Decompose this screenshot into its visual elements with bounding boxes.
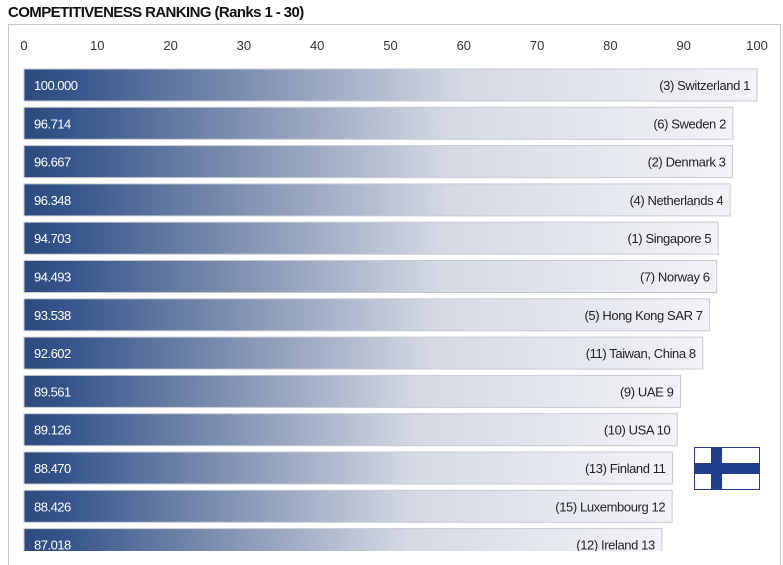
- x-tick-label: 70: [530, 38, 544, 53]
- bar: [23, 528, 663, 551]
- x-tick-label: 100: [746, 38, 768, 53]
- x-tick-label: 10: [90, 38, 104, 53]
- x-tick-label: 60: [457, 38, 471, 53]
- x-tick-label: 30: [237, 38, 251, 53]
- bar-category-label: (5) Hong Kong SAR 7: [584, 308, 702, 323]
- bar-value-label: 89.561: [34, 384, 71, 399]
- bar: [23, 451, 673, 485]
- x-tick-label: 90: [676, 38, 690, 53]
- bar: [23, 298, 711, 332]
- bar: [23, 68, 758, 102]
- bar-category-label: (12) Ireland 13: [576, 538, 655, 551]
- bar-value-label: 94.703: [34, 231, 71, 246]
- ranking-bar-chart: 0 10 20 30 40 50 60 70 80 90 100 100.000 (3) Switze…: [20, 38, 768, 551]
- bar-value-label: 96.348: [34, 193, 71, 208]
- x-tick-label: 50: [383, 38, 397, 53]
- bar-category-label: (1) Singapore 5: [628, 231, 712, 246]
- bar-category-label: (13) Finland 11: [585, 461, 666, 476]
- x-tick-label: 20: [163, 38, 177, 53]
- chart-title: COMPETITIVENESS RANKING (Ranks 1 - 30): [8, 4, 304, 21]
- bar: [23, 374, 681, 408]
- bar: [23, 260, 718, 293]
- bar-category-label: (11) Taiwan, China 8: [586, 346, 696, 361]
- x-tick-label: 40: [310, 38, 324, 53]
- bar-value-label: 93.538: [34, 308, 71, 323]
- bar-value-label: 96.667: [34, 155, 71, 170]
- x-tick-label: 0: [20, 38, 27, 53]
- bar-value-label: 87.018: [34, 538, 71, 551]
- bar-category-label: (7) Norway 6: [640, 270, 710, 285]
- bar-value-label: 88.470: [34, 461, 71, 476]
- bar-value-label: 89.126: [34, 423, 71, 438]
- bar-category-label: (9) UAE 9: [620, 384, 674, 399]
- bar: [23, 413, 678, 447]
- bar-value-label: 94.493: [34, 270, 71, 285]
- x-tick-label: 80: [603, 38, 617, 53]
- bar-category-label: (2) Denmark 3: [648, 155, 726, 170]
- bar: [23, 221, 719, 255]
- bar-value-label: 96.714: [34, 116, 71, 131]
- bar-category-label: (4) Netherlands 4: [630, 193, 724, 208]
- bar-category-label: (3) Switzerland 1: [659, 78, 750, 93]
- bar: [23, 336, 704, 370]
- finland-flag-icon: [694, 447, 760, 490]
- bar-category-label: (10) USA 10: [604, 423, 671, 438]
- bar: [23, 145, 734, 179]
- bar: [23, 106, 734, 140]
- bar-category-label: (15) Luxembourg 12: [555, 499, 665, 514]
- bar-value-label: 88.426: [34, 499, 71, 514]
- bar: [23, 489, 673, 523]
- bar-value-label: 92.602: [34, 346, 71, 361]
- bar-category-label: (6) Sweden 2: [653, 116, 726, 131]
- bar: [23, 183, 731, 217]
- bar-value-label: 100.000: [34, 78, 78, 93]
